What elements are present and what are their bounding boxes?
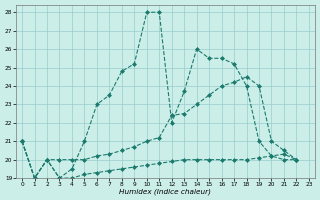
X-axis label: Humidex (Indice chaleur): Humidex (Indice chaleur) [119, 189, 212, 195]
